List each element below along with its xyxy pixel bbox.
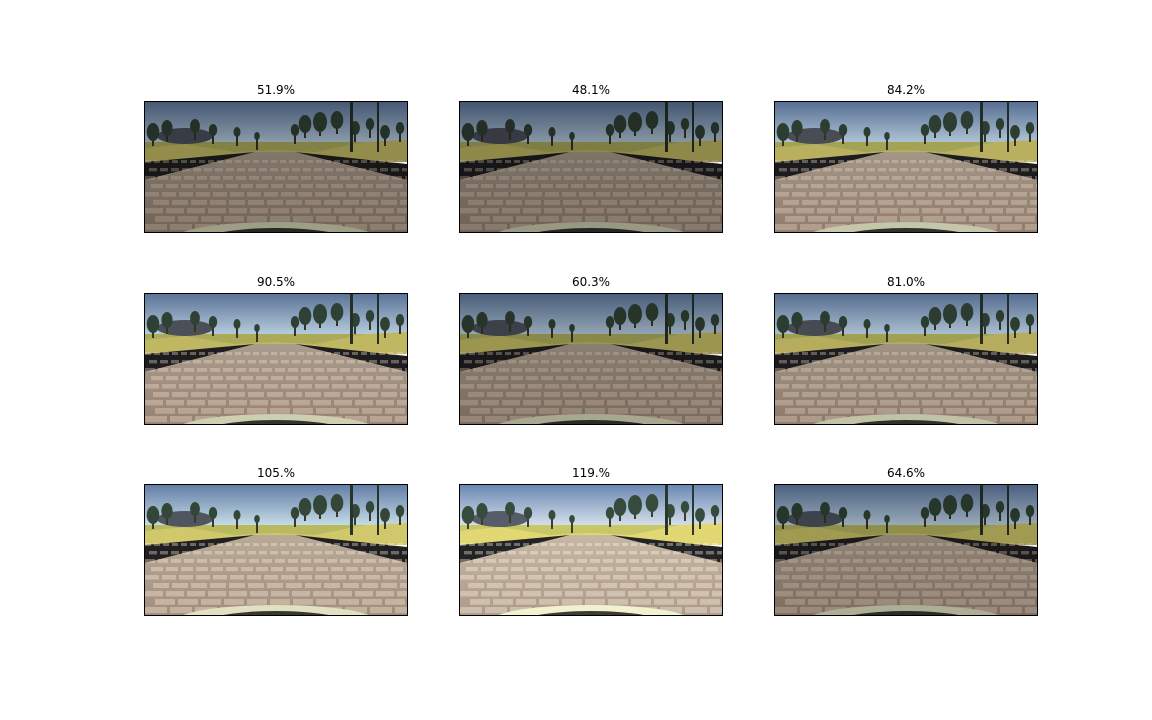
road-scene [145,485,407,615]
road-image [144,101,408,233]
road-image [144,293,408,425]
panel-title: 48.1% [571,83,611,97]
road-scene [145,102,407,232]
road-scene [775,294,1037,424]
panel-title: 81.0% [886,275,926,289]
road-scene [145,294,407,424]
road-image [774,101,1038,233]
road-scene [775,102,1037,232]
road-image [144,484,408,616]
panel-title: 90.5% [256,275,296,289]
road-scene [460,485,722,615]
panel-title: 51.9% [256,83,296,97]
road-image [774,293,1038,425]
road-image [459,101,723,233]
road-scene [460,294,722,424]
road-image [774,484,1038,616]
road-image [459,484,723,616]
panel-title: 60.3% [571,275,611,289]
road-scene [775,485,1037,615]
panel-title: 84.2% [886,83,926,97]
panel-title: 105.% [256,466,296,480]
panel-title: 64.6% [886,466,926,480]
road-scene [460,102,722,232]
panel-title: 119.% [571,466,611,480]
road-image [459,293,723,425]
